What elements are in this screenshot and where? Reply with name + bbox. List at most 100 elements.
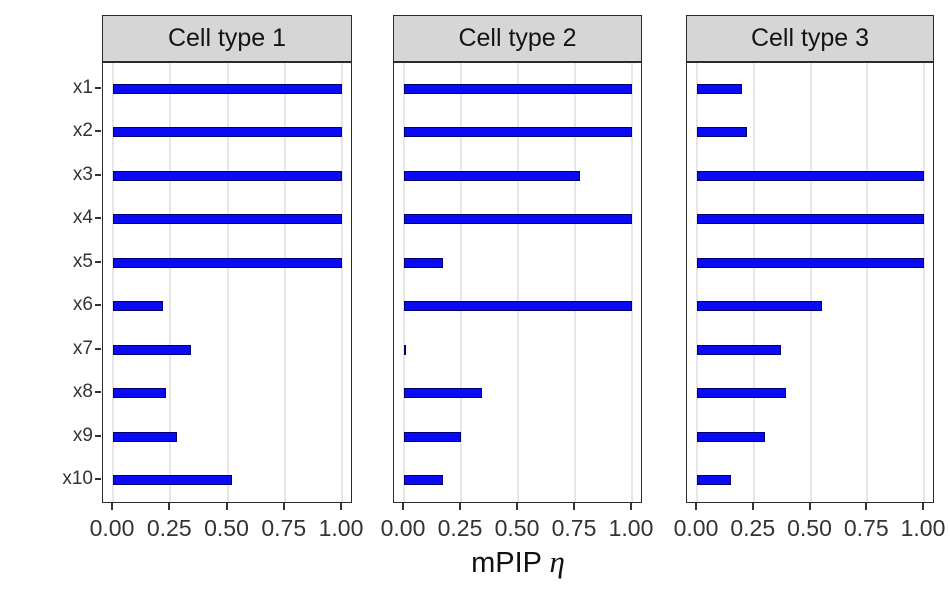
gridline — [866, 63, 869, 502]
y-axis-label-x10: x10 — [62, 468, 93, 490]
bar-x2 — [697, 127, 747, 137]
gridline — [696, 63, 698, 502]
bar-x3 — [113, 170, 342, 181]
gridline — [923, 63, 925, 502]
bar-x2 — [404, 127, 632, 137]
x-axis-tick-label: 0.50 — [494, 515, 540, 541]
bar-x9 — [404, 431, 461, 442]
bar-x9 — [113, 431, 178, 442]
bar-x8 — [404, 388, 482, 398]
x-axis-tick-label: 0.00 — [89, 515, 135, 541]
bar-x4 — [404, 214, 632, 224]
x-axis-tick — [695, 503, 697, 510]
bar-x6 — [113, 301, 164, 311]
x-axis-tick — [111, 503, 113, 510]
y-axis-tick — [95, 260, 101, 263]
x-axis-tick-label: 0.00 — [380, 515, 426, 541]
x-axis-tick — [808, 503, 811, 510]
gridline — [169, 63, 172, 502]
gridline — [752, 63, 755, 502]
y-axis-label-x1: x1 — [72, 76, 93, 98]
facet-panel — [102, 62, 352, 503]
x-axis-tick — [751, 503, 754, 510]
gridline — [226, 63, 229, 502]
x-axis-tick — [340, 503, 342, 510]
x-axis-tick — [516, 503, 518, 510]
gridline — [809, 63, 812, 502]
x-axis-title-eta-symbol: η — [549, 544, 565, 579]
facet-strip: Cell type 3 — [686, 15, 934, 62]
gridline — [341, 63, 343, 502]
gridline — [283, 63, 286, 502]
y-axis-tick — [95, 304, 101, 306]
x-axis-tick — [573, 503, 575, 510]
x-axis-tick-label: 0.25 — [146, 515, 192, 541]
x-axis-tick — [225, 503, 228, 510]
x-axis-tick — [630, 503, 632, 510]
gridline — [112, 63, 114, 502]
facet-panel — [393, 62, 642, 503]
x-axis-title-text: mPIP — [471, 547, 542, 579]
bar-x10 — [697, 475, 732, 485]
x-axis-tick-label: 0.25 — [437, 515, 483, 541]
bar-x5 — [404, 257, 443, 268]
gridline — [517, 63, 519, 502]
facet-strip-label: Cell type 1 — [167, 24, 287, 52]
y-axis-label-x2: x2 — [72, 120, 93, 142]
y-axis-label-x8: x8 — [72, 381, 93, 403]
bar-x3 — [697, 170, 924, 181]
y-axis-label-x6: x6 — [72, 294, 93, 316]
x-axis-tick — [402, 503, 404, 510]
bar-x8 — [113, 388, 166, 398]
y-axis-tick — [95, 391, 101, 393]
x-axis-tick — [865, 503, 868, 510]
y-axis-label-x7: x7 — [72, 337, 93, 359]
facet-strip: Cell type 2 — [393, 15, 642, 62]
facet-strip-label: Cell type 2 — [458, 24, 577, 52]
y-axis-tick — [95, 173, 101, 176]
bar-x7 — [404, 344, 407, 355]
bar-x8 — [697, 388, 786, 398]
bar-x3 — [404, 170, 580, 181]
y-axis-label-x4: x4 — [72, 207, 93, 229]
x-axis-tick — [168, 503, 171, 510]
x-axis-tick-label: 0.50 — [787, 515, 832, 541]
facet-strip-label: Cell type 3 — [750, 24, 870, 52]
x-axis-tick — [922, 503, 924, 510]
x-axis-tick-label: 1.00 — [900, 515, 946, 541]
bar-x1 — [697, 83, 743, 94]
y-axis-tick — [95, 86, 101, 89]
bar-x7 — [697, 344, 781, 355]
y-axis-tick — [95, 130, 101, 132]
x-axis-tick-label: 0.25 — [730, 515, 776, 541]
y-axis-tick — [95, 478, 101, 480]
facet-panel — [686, 62, 934, 503]
x-axis-tick-label: 1.00 — [318, 515, 364, 541]
bar-x1 — [113, 83, 342, 94]
y-axis-label-x5: x5 — [72, 250, 93, 272]
bar-x6 — [697, 301, 822, 311]
gridline — [574, 63, 576, 502]
y-axis-tick — [95, 347, 101, 350]
bar-x9 — [697, 431, 766, 442]
bar-x10 — [113, 475, 233, 485]
x-axis-tick — [282, 503, 285, 510]
bar-x4 — [697, 214, 924, 224]
y-axis-label-x9: x9 — [72, 424, 93, 446]
x-axis-title: mPIP η — [471, 544, 565, 580]
bar-x10 — [404, 475, 443, 485]
bar-x2 — [113, 127, 342, 137]
bar-x5 — [113, 257, 342, 268]
gridline — [460, 63, 462, 502]
gridline — [631, 63, 633, 502]
x-axis-tick-label: 0.75 — [261, 515, 307, 541]
y-axis-tick — [95, 434, 101, 437]
x-axis-tick-label: 1.00 — [608, 515, 654, 541]
bar-x7 — [113, 344, 191, 355]
x-axis-tick-label: 0.75 — [551, 515, 597, 541]
bar-x1 — [404, 83, 632, 94]
gridline — [403, 63, 405, 502]
bar-x5 — [697, 257, 924, 268]
bar-x4 — [113, 214, 342, 224]
